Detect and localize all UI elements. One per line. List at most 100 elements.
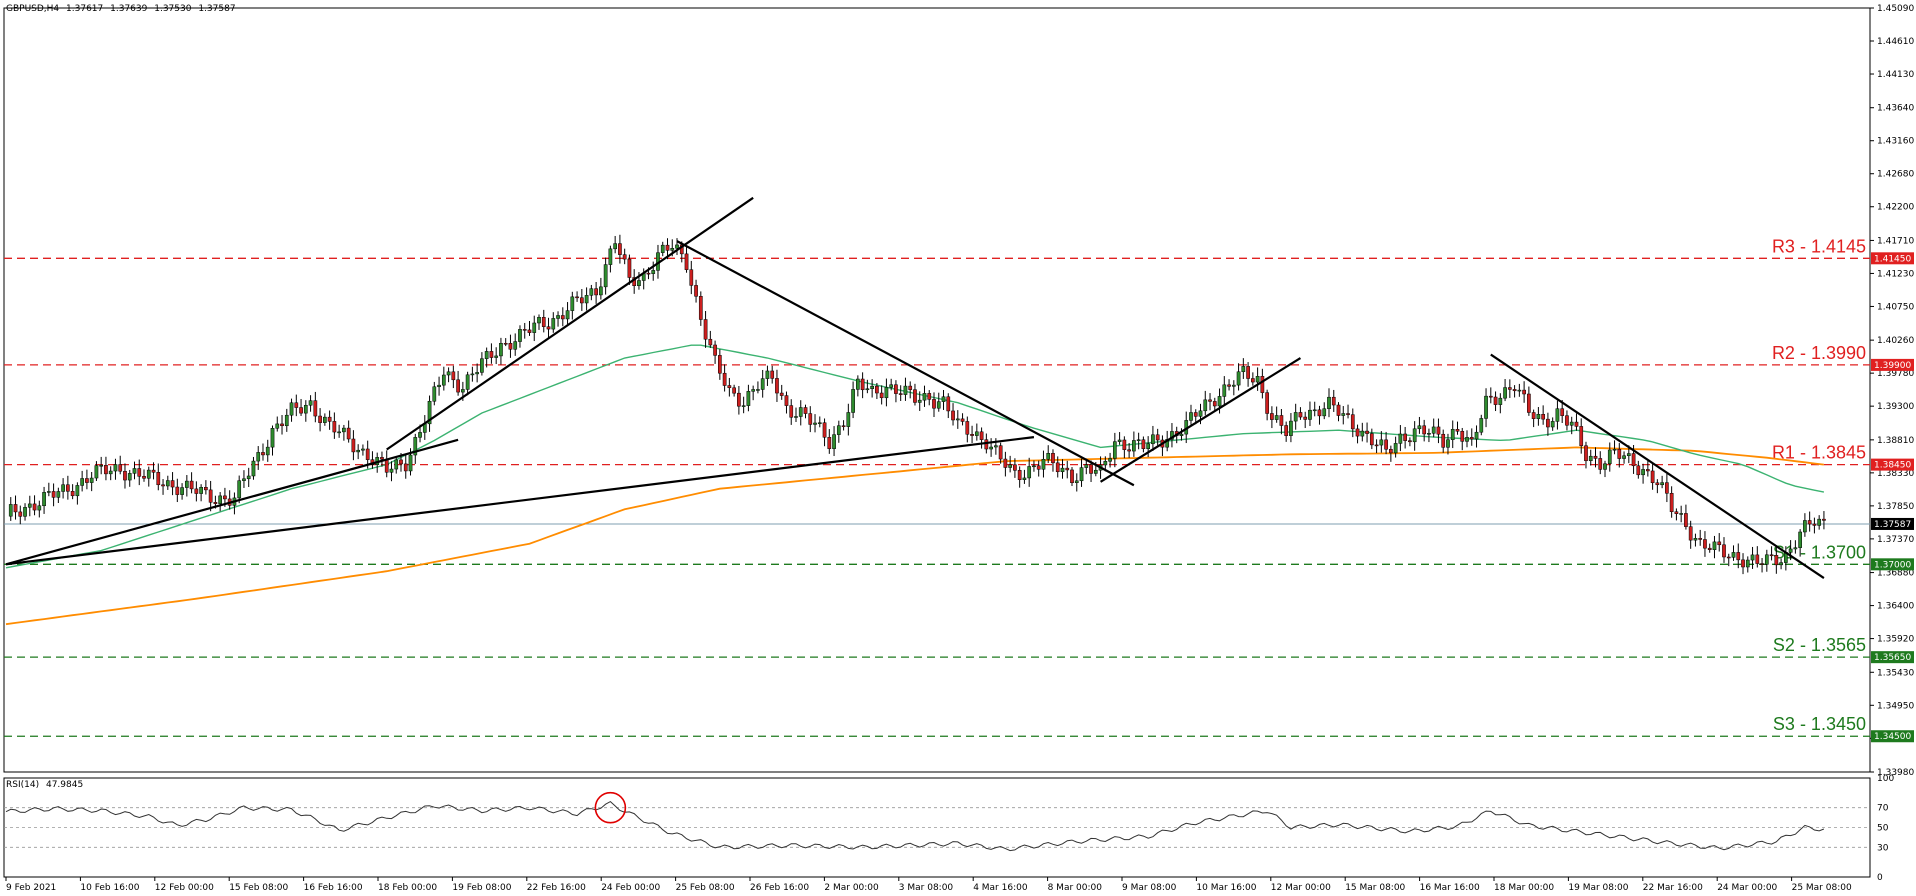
candle-body (465, 374, 470, 390)
candle-body (660, 244, 665, 253)
candle-body (1055, 462, 1060, 473)
candle-body (1788, 548, 1793, 553)
candle-body (1427, 433, 1431, 435)
candle-body (1393, 443, 1398, 454)
candle-body (1698, 538, 1703, 540)
candle-body (941, 396, 946, 402)
level-price-tag-text: 1.39900 (1874, 361, 1911, 371)
time-tick-label: 24 Feb 00:00 (601, 883, 660, 893)
candle-body (1750, 554, 1755, 561)
candle-body (1460, 430, 1465, 442)
price-tick-label: 1.38810 (1877, 436, 1914, 446)
candle-body (798, 407, 803, 417)
candle-body (1322, 408, 1327, 417)
price-tick-label: 1.33980 (1877, 768, 1914, 778)
candle-body (637, 280, 641, 286)
candle-body (1536, 414, 1541, 419)
candle-body (599, 286, 603, 296)
candle-body (860, 378, 865, 391)
candle-body (1046, 453, 1051, 460)
candle-body (318, 415, 322, 423)
candle-body (1060, 467, 1065, 473)
candle-body (551, 318, 556, 330)
candle-body (299, 407, 303, 414)
candle-body (80, 478, 84, 486)
candle-body (570, 296, 575, 311)
candle-body (1279, 415, 1284, 426)
candle-body (218, 495, 223, 504)
rsi-tick-label: 100 (1877, 774, 1894, 784)
candle-body (613, 243, 617, 250)
candle-body (1603, 463, 1607, 470)
candle-body (751, 389, 756, 392)
candle-body (822, 422, 827, 438)
candle-body (670, 248, 675, 251)
candle-body (884, 387, 889, 399)
level-label: R3 - 1.4145 (1772, 236, 1866, 256)
candle-body (94, 465, 99, 479)
candle-body (522, 329, 527, 331)
candle-body (594, 288, 598, 296)
candle-body (1569, 421, 1574, 426)
candle-body (389, 468, 394, 473)
candle-body (1550, 421, 1555, 428)
time-tick-label: 16 Mar 16:00 (1420, 883, 1480, 893)
candle-body (717, 355, 722, 374)
price-tick-label: 1.40750 (1877, 302, 1914, 312)
price-tick-label: 1.36880 (1877, 569, 1914, 579)
price-tick-label: 1.35920 (1877, 635, 1914, 645)
candle-body (1588, 455, 1593, 462)
time-tick-label: 25 Feb 08:00 (676, 883, 735, 893)
candle-body (1032, 465, 1036, 468)
candle-body (541, 317, 546, 327)
candle-body (679, 244, 684, 255)
candle-body (708, 338, 713, 346)
candle-body (698, 296, 703, 320)
close-value: 1.37587 (198, 4, 236, 14)
candle-body (1636, 465, 1641, 476)
candle-body (784, 395, 789, 406)
candle-body (1289, 420, 1293, 436)
candle-body (1488, 395, 1493, 398)
candle-body (289, 402, 294, 416)
candle-body (727, 385, 732, 389)
candle-body (1141, 439, 1146, 449)
candle-body (313, 400, 318, 417)
time-tick-label: 26 Feb 16:00 (750, 883, 809, 893)
time-tick-label: 15 Feb 08:00 (229, 883, 288, 893)
candle-body (1764, 554, 1769, 565)
candle-body (294, 402, 299, 408)
candle-body (1217, 396, 1222, 407)
price-tick-label: 1.39300 (1877, 402, 1914, 412)
candle-body (1374, 444, 1379, 447)
candle-body (1669, 493, 1674, 512)
candle-body (175, 486, 180, 495)
candle-body (917, 399, 922, 403)
candle-body (113, 464, 118, 472)
level-label: R1 - 1.3845 (1772, 443, 1866, 463)
candle-body (851, 389, 855, 413)
level-label: S1 - 1.3700 (1773, 542, 1866, 562)
candle-body (1469, 437, 1474, 440)
candle-body (1203, 399, 1208, 412)
candle-body (1474, 431, 1479, 440)
candle-body (1193, 412, 1198, 417)
candle-body (1436, 426, 1441, 435)
candle-body (1584, 445, 1588, 462)
rsi-value: 47.9845 (45, 780, 84, 790)
candle-body (1327, 396, 1331, 409)
candle-body (499, 342, 503, 357)
candle-body (51, 491, 56, 498)
candle-body (689, 269, 694, 286)
candle-body (694, 285, 698, 297)
candle-body (1093, 469, 1098, 474)
candle-body (441, 374, 446, 386)
high-value: 1.37639 (110, 4, 148, 14)
candle-body (713, 344, 717, 356)
candle-body (789, 405, 794, 418)
candle-body (451, 371, 456, 381)
candle-body (532, 322, 537, 333)
candle-body (1065, 467, 1070, 471)
